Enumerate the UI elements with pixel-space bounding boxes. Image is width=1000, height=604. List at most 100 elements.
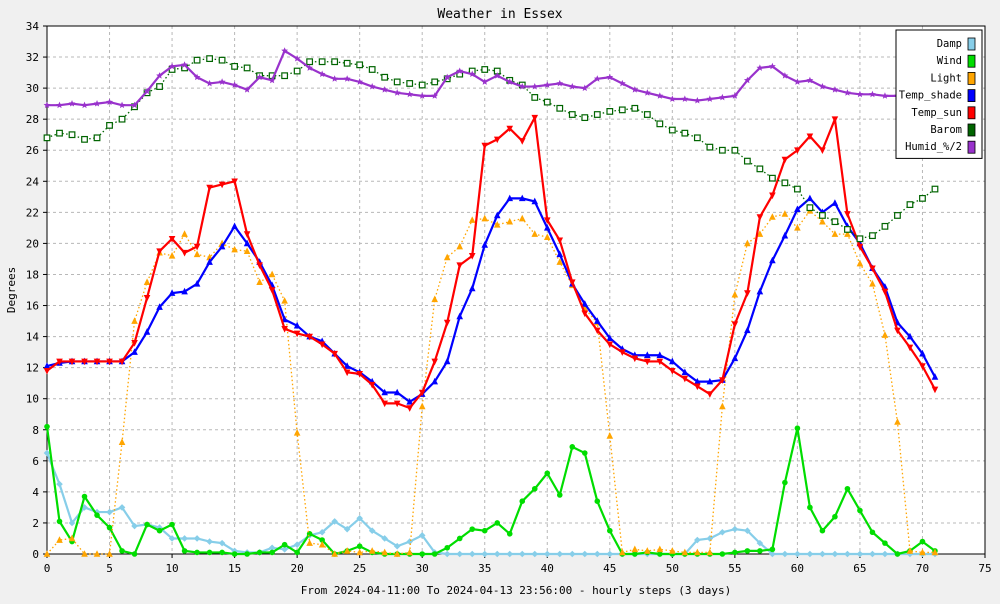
- x-tick-label: 20: [291, 562, 304, 575]
- data-point-barom: [831, 218, 839, 226]
- data-point-temp-sun: [531, 114, 539, 122]
- grid-lines: [47, 26, 985, 554]
- data-point-temp-sun: [356, 371, 363, 378]
- data-point-light: [68, 534, 76, 542]
- x-tick-label: 0: [44, 562, 51, 575]
- data-point-light: [906, 547, 914, 554]
- data-point-light: [919, 548, 926, 556]
- data-point-temp-shade: [543, 224, 551, 231]
- data-point-damp: [719, 528, 726, 536]
- data-point-damp: [393, 542, 401, 550]
- data-point-barom: [593, 111, 601, 118]
- data-point-temp-sun: [756, 214, 764, 221]
- data-point-light: [43, 550, 51, 557]
- data-point-temp-shade: [706, 377, 714, 385]
- data-point-temp-sun: [656, 358, 664, 366]
- data-point-temp-sun: [881, 288, 889, 296]
- data-point-light: [681, 548, 689, 556]
- data-point-wind: [181, 548, 188, 554]
- data-point-light: [118, 438, 126, 445]
- data-point-temp-shade: [443, 357, 451, 365]
- data-point-temp-shade: [794, 205, 801, 213]
- data-point-humid-2: [844, 89, 851, 96]
- data-point-temp-sun: [606, 341, 614, 349]
- data-point-humid-2: [869, 90, 876, 98]
- data-point-wind: [844, 485, 851, 492]
- data-point-temp-shade: [168, 289, 176, 296]
- data-point-damp: [781, 550, 789, 558]
- data-point-damp: [181, 535, 188, 542]
- data-point-temp-shade: [694, 377, 701, 385]
- data-point-temp-sun: [493, 136, 501, 144]
- data-point-temp-shade: [193, 279, 201, 287]
- x-tick-label: 5: [106, 562, 113, 575]
- data-point-humid-2: [656, 92, 664, 99]
- data-point-temp-sun: [568, 279, 576, 287]
- data-point-barom: [306, 58, 314, 66]
- data-point-barom: [731, 146, 739, 154]
- data-point-damp: [769, 550, 776, 558]
- y-tick-label: 20: [26, 237, 39, 250]
- series-temp-sun: [43, 114, 939, 412]
- legend-label: Wind: [937, 55, 962, 67]
- data-point-barom: [56, 129, 63, 137]
- data-point-barom: [156, 83, 163, 90]
- data-point-wind: [481, 527, 488, 534]
- data-point-temp-sun: [869, 265, 876, 273]
- data-point-humid-2: [243, 86, 251, 93]
- x-tick-label: 65: [853, 562, 866, 575]
- legend-label: Light: [930, 72, 962, 84]
- data-point-temp-shade: [406, 398, 413, 405]
- data-point-temp-sun: [181, 249, 188, 257]
- y-tick-label: 8: [32, 424, 39, 437]
- data-point-light: [856, 259, 864, 267]
- data-point-wind: [807, 504, 813, 511]
- data-point-humid-2: [56, 101, 63, 109]
- data-point-damp: [744, 527, 751, 535]
- data-point-temp-shade: [931, 373, 939, 380]
- legend-label: Temp_shade: [899, 90, 962, 102]
- data-point-humid-2: [468, 70, 476, 78]
- data-point-damp: [443, 550, 451, 558]
- x-tick-label: 30: [416, 562, 429, 575]
- legend-swatch: [967, 54, 976, 68]
- data-point-temp-sun: [894, 327, 901, 335]
- data-point-humid-2: [793, 78, 801, 85]
- data-point-wind: [819, 527, 826, 534]
- data-point-temp-shade: [744, 326, 751, 334]
- data-point-temp-sun: [644, 358, 651, 366]
- data-point-humid-2: [481, 78, 489, 85]
- data-point-damp: [731, 525, 739, 533]
- data-point-damp: [331, 518, 338, 525]
- data-point-humid-2: [231, 81, 239, 88]
- data-point-temp-shade: [431, 377, 439, 385]
- data-point-temp-sun: [118, 358, 126, 366]
- data-point-wind: [419, 551, 426, 557]
- data-point-temp-sun: [844, 211, 851, 218]
- data-point-light: [281, 297, 288, 304]
- data-point-temp-sun: [706, 391, 714, 398]
- data-point-humid-2: [156, 72, 163, 79]
- data-point-barom: [706, 143, 714, 151]
- data-point-damp: [456, 550, 464, 558]
- data-point-humid-2: [768, 62, 776, 70]
- data-point-wind: [194, 549, 200, 556]
- data-point-light: [443, 253, 451, 261]
- data-point-humid-2: [431, 92, 439, 99]
- series-line-humid-2: [47, 49, 936, 107]
- data-point-temp-sun: [781, 156, 789, 164]
- data-point-humid-2: [681, 95, 689, 102]
- data-point-barom: [781, 179, 789, 187]
- data-point-temp-sun: [769, 192, 776, 200]
- data-point-light: [293, 429, 301, 436]
- legend-swatch: [967, 72, 976, 85]
- data-point-humid-2: [456, 67, 464, 74]
- data-point-damp: [593, 550, 601, 558]
- data-point-temp-sun: [744, 290, 751, 297]
- data-point-temp-sun: [819, 147, 826, 155]
- data-point-light: [393, 550, 401, 557]
- data-point-temp-sun: [306, 333, 313, 341]
- data-point-temp-sun: [268, 287, 276, 294]
- data-point-humid-2: [818, 82, 826, 90]
- data-point-barom: [43, 134, 51, 142]
